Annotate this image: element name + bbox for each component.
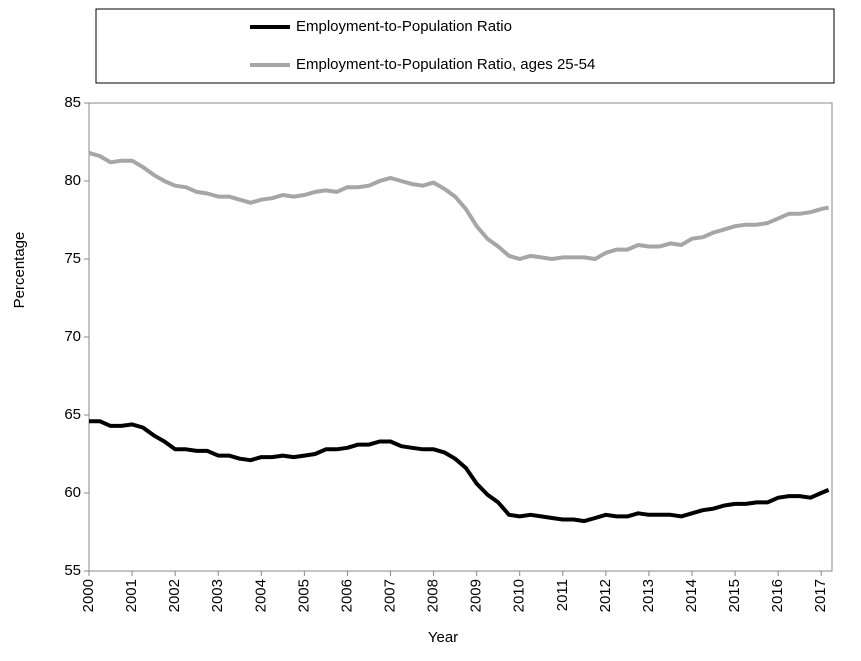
x-tick-label: 2003 (209, 579, 226, 612)
x-tick-label: 2011 (554, 579, 571, 611)
x-tick-label: 2006 (338, 579, 355, 612)
x-tick-label: 2014 (683, 579, 700, 612)
x-tick-label: 2007 (381, 579, 398, 612)
y-tick-label: 65 (64, 406, 81, 423)
legend-box (95, 8, 835, 84)
legend-label: Employment-to-Population Ratio (296, 18, 512, 35)
line (89, 419, 830, 524)
x-tick-label: 2013 (640, 579, 657, 612)
legend-label: Employment-to-Population Ratio, ages 25-… (296, 56, 595, 73)
x-tick-label: 2015 (726, 579, 743, 612)
line (88, 150, 830, 261)
x-tick-label: 2017 (812, 579, 829, 612)
y-axis-label: Percentage (11, 232, 28, 309)
x-tick-label: 2008 (425, 579, 442, 612)
x-tick-label: 2005 (295, 579, 312, 612)
plot-area (88, 102, 833, 572)
y-tick-label: 55 (64, 562, 81, 579)
x-tick-label: 2001 (123, 579, 140, 612)
y-tick-label: 80 (64, 172, 81, 189)
x-tick-label: 2000 (80, 579, 97, 612)
y-tick-label: 70 (64, 328, 81, 345)
y-tick-label: 85 (64, 94, 81, 111)
x-tick-label: 2016 (769, 579, 786, 612)
x-tick-label: 2004 (252, 579, 269, 612)
x-tick-label: 2002 (166, 579, 183, 612)
y-tick-label: 75 (64, 250, 81, 267)
x-tick-label: 2009 (468, 579, 485, 612)
x-tick-label: 2012 (597, 579, 614, 612)
y-tick-label: 60 (64, 484, 81, 501)
x-tick-label: 2010 (511, 579, 528, 612)
x-axis-label: Year (428, 629, 458, 646)
